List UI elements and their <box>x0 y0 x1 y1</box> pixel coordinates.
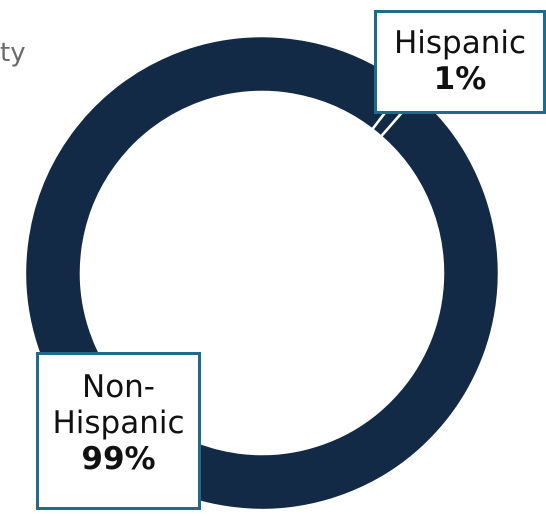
label-non-hispanic: Non- Hispanic 99% <box>36 352 201 510</box>
label-hispanic-percent: 1% <box>433 61 487 97</box>
label-non-hispanic-name-line2: Hispanic <box>52 405 185 441</box>
label-hispanic: Hispanic 1% <box>374 10 546 114</box>
label-non-hispanic-name-line1: Non- <box>82 369 155 405</box>
chart-title-fragment: ty <box>0 38 26 68</box>
label-hispanic-name: Hispanic <box>393 25 527 61</box>
donut-slice-non-hispanic <box>23 34 501 512</box>
label-non-hispanic-percent: 99% <box>81 441 156 477</box>
